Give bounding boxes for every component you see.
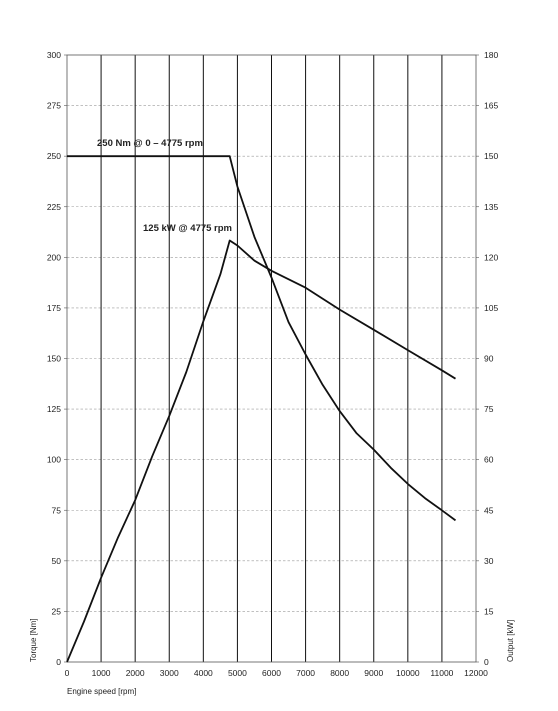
y-tick-label-left: 25 — [52, 606, 62, 616]
y-tick-label-left: 100 — [47, 455, 61, 465]
x-tick-label: 8000 — [330, 668, 349, 678]
y-tick-label-right: 180 — [484, 50, 498, 60]
y-tick-label-right: 105 — [484, 303, 498, 313]
x-tick-label: 3000 — [160, 668, 179, 678]
x-tick-label: 10000 — [396, 668, 420, 678]
y-axis-title-left: Torque [Nm] — [29, 618, 38, 662]
x-tick-label: 4000 — [194, 668, 213, 678]
x-tick-label: 9000 — [364, 668, 383, 678]
y-tick-label-left: 50 — [52, 556, 62, 566]
y-tick-label-left: 75 — [52, 505, 62, 515]
y-tick-label-right: 0 — [484, 657, 489, 667]
x-tick-label: 1000 — [92, 668, 111, 678]
x-tick-label: 0 — [65, 668, 70, 678]
x-axis-title: Engine speed [rpm] — [67, 687, 136, 696]
y-tick-label-left: 300 — [47, 50, 61, 60]
y-tick-label-right: 15 — [484, 606, 494, 616]
tick-labels: 0255075100125150175200225250275300015304… — [47, 50, 499, 678]
series-group — [66, 155, 457, 663]
x-tick-label: 6000 — [262, 668, 281, 678]
x-tick-label: 5000 — [228, 668, 247, 678]
y-tick-label-left: 150 — [47, 354, 61, 364]
torque-curve — [67, 155, 457, 522]
y-tick-label-right: 135 — [484, 202, 498, 212]
x-tick-label: 7000 — [296, 668, 315, 678]
y-tick-label-left: 125 — [47, 404, 61, 414]
y-tick-label-right: 120 — [484, 252, 498, 262]
y-tick-label-right: 30 — [484, 556, 494, 566]
annotation-power: 125 kW @ 4775 rpm — [143, 223, 232, 234]
y-tick-label-right: 165 — [484, 101, 498, 111]
y-tick-label-right: 90 — [484, 354, 494, 364]
x-tick-label: 11000 — [430, 668, 453, 678]
y-tick-label-left: 175 — [47, 303, 61, 313]
y-tick-label-left: 275 — [47, 101, 61, 111]
y-tick-label-left: 225 — [47, 202, 61, 212]
y-tick-label-right: 75 — [484, 404, 494, 414]
annotation-torque: 250 Nm @ 0 – 4775 rpm — [97, 138, 203, 149]
x-tick-label: 2000 — [126, 668, 145, 678]
y-tick-label-left: 250 — [47, 151, 61, 161]
y-tick-label-left: 200 — [47, 252, 61, 262]
power-curve — [66, 239, 456, 663]
y-tick-label-right: 60 — [484, 455, 494, 465]
y-axis-title-right: Output [kW] — [506, 620, 515, 662]
y-tick-label-right: 150 — [484, 151, 498, 161]
x-tick-label: 12000 — [464, 668, 488, 678]
y-tick-label-right: 45 — [484, 505, 494, 515]
grid — [67, 55, 476, 662]
y-tick-label-left: 0 — [56, 657, 61, 667]
